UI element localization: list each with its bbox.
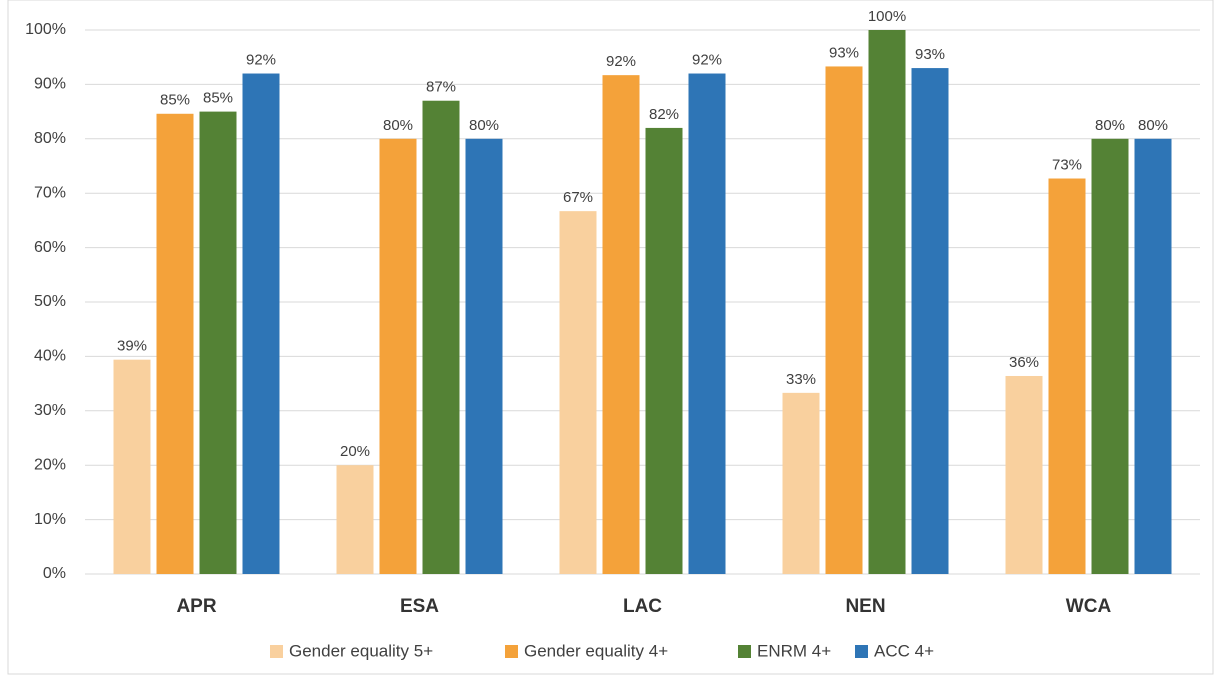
value-label: 87% <box>426 79 456 96</box>
bar <box>422 100 460 574</box>
value-label: 92% <box>246 51 276 68</box>
y-tick-label: 10% <box>34 511 66 528</box>
bar <box>1091 138 1129 575</box>
legend-swatch <box>270 645 283 658</box>
bar <box>336 465 374 574</box>
bar <box>242 73 280 575</box>
bar <box>1005 375 1043 574</box>
bar <box>688 73 726 575</box>
value-label: 39% <box>117 338 147 355</box>
bar <box>113 359 151 574</box>
bar <box>465 138 503 575</box>
value-label: 93% <box>829 44 859 61</box>
legend-swatch <box>505 645 518 658</box>
y-tick-label: 70% <box>34 184 66 201</box>
value-label: 73% <box>1052 156 1082 173</box>
y-tick-label: 100% <box>25 21 66 38</box>
value-label: 93% <box>915 46 945 63</box>
bar <box>199 111 237 574</box>
y-tick-label: 40% <box>34 348 66 365</box>
y-tick-label: 50% <box>34 293 66 310</box>
value-label: 80% <box>1095 117 1125 134</box>
chart-frame <box>7 0 1214 675</box>
value-label: 20% <box>340 443 370 460</box>
value-label: 80% <box>383 117 413 134</box>
bar <box>602 75 640 574</box>
value-label: 85% <box>160 92 190 109</box>
bar <box>782 392 820 574</box>
legend-label: ENRM 4+ <box>757 641 831 660</box>
x-tick-label: ESA <box>400 596 439 617</box>
bar <box>379 138 417 575</box>
value-label: 92% <box>692 51 722 68</box>
y-tick-label: 90% <box>34 76 66 93</box>
value-label: 85% <box>203 90 233 107</box>
bar <box>645 127 683 575</box>
bar <box>868 30 906 574</box>
value-label: 67% <box>563 189 593 206</box>
legend-swatch <box>738 645 751 658</box>
x-tick-label: WCA <box>1066 596 1112 617</box>
legend-label: ACC 4+ <box>874 641 934 660</box>
bar <box>1134 138 1172 575</box>
bar <box>825 66 863 574</box>
value-label: 80% <box>1138 117 1168 134</box>
value-label: 36% <box>1009 354 1039 371</box>
legend-label: Gender equality 4+ <box>524 641 668 660</box>
bar <box>911 68 949 574</box>
value-label: 82% <box>649 106 679 123</box>
bar <box>1048 178 1086 574</box>
legend-label: Gender equality 5+ <box>289 641 433 660</box>
bar <box>156 113 194 574</box>
value-label: 100% <box>868 8 906 25</box>
legend-swatch <box>855 645 868 658</box>
value-label: 33% <box>786 371 816 388</box>
value-label: 92% <box>606 53 636 70</box>
y-tick-label: 60% <box>34 239 66 256</box>
x-tick-label: LAC <box>623 596 662 617</box>
value-label: 80% <box>469 117 499 134</box>
x-tick-label: NEN <box>845 596 885 617</box>
bar <box>559 211 597 575</box>
x-tick-label: APR <box>176 596 216 617</box>
y-tick-label: 20% <box>34 456 66 473</box>
y-tick-label: 30% <box>34 402 66 419</box>
y-tick-label: 0% <box>43 565 66 582</box>
y-tick-label: 80% <box>34 130 66 147</box>
